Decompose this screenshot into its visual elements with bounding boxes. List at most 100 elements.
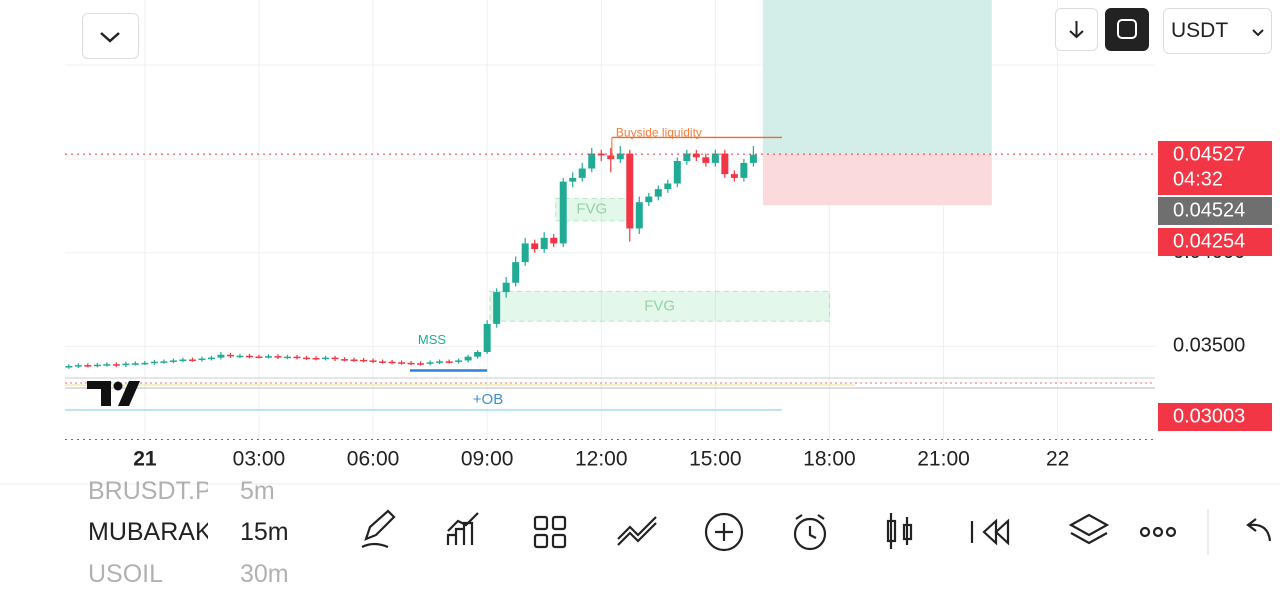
- candle-body: [550, 237, 558, 244]
- candle-body: [702, 157, 710, 163]
- candle-body: [84, 365, 92, 367]
- watchlist-row[interactable]: BRUSDT.P 5m: [88, 477, 318, 506]
- order-block-label: +OB: [473, 391, 503, 408]
- candle-body: [740, 162, 748, 178]
- candle-body: [331, 357, 339, 360]
- chevron-icon: [100, 32, 120, 43]
- stop-price-label: 0.04254: [1173, 230, 1245, 252]
- candle-body: [654, 189, 662, 197]
- fvg-label: FVG: [576, 201, 607, 218]
- tv-logo: [87, 381, 140, 406]
- candle-body: [483, 323, 491, 352]
- candle-body: [464, 356, 472, 361]
- candle-body: [673, 161, 681, 184]
- candle-body: [160, 361, 168, 363]
- candle-body: [597, 153, 605, 156]
- candle-body: [445, 361, 453, 363]
- alert-tool[interactable]: [793, 514, 827, 551]
- candle-body: [350, 359, 358, 361]
- collapse-button[interactable]: [82, 13, 139, 59]
- x-tick-label: 09:00: [461, 448, 514, 471]
- mark-price-label: 0.04524: [1173, 199, 1245, 221]
- candle-body: [540, 237, 548, 250]
- y-tick-label: 0.03500: [1173, 335, 1245, 357]
- fvg-label: FVG: [644, 297, 675, 314]
- candle-body: [398, 362, 406, 364]
- x-tick-label: 18:00: [803, 448, 856, 471]
- candle-body: [264, 356, 272, 358]
- candle-body: [245, 355, 253, 358]
- candle-body: [521, 243, 529, 263]
- candle-body: [493, 292, 501, 324]
- candle-body: [569, 177, 577, 182]
- candle-body: [379, 361, 387, 363]
- select-caret: [1252, 29, 1264, 37]
- candle-body: [226, 354, 234, 357]
- download-button[interactable]: [1055, 8, 1098, 51]
- interval: 30m: [240, 560, 289, 588]
- candle-body: [369, 360, 377, 362]
- square-icon: [1117, 19, 1137, 39]
- candle-body: [131, 363, 139, 365]
- candle-body: [531, 243, 539, 250]
- candle-body: [502, 282, 510, 293]
- candle-body: [426, 362, 434, 364]
- symbol: MUBARAKUSDT.P: [88, 518, 208, 546]
- currency-text: USDT: [1171, 19, 1229, 42]
- interval: 15m: [240, 518, 289, 546]
- candle-body: [407, 362, 415, 365]
- replay-tool[interactable]: [970, 518, 1010, 546]
- undo-tool[interactable]: [1246, 518, 1272, 542]
- target-zone: [762, 0, 992, 155]
- x-tick-label: 21:00: [917, 448, 970, 471]
- toolbar: [361, 509, 1272, 555]
- low-price-box: [1158, 403, 1272, 431]
- layouts-tool[interactable]: [533, 515, 567, 549]
- candle-body: [255, 356, 263, 358]
- candle-body: [217, 354, 225, 358]
- candle-body: [65, 366, 73, 368]
- candle-body: [179, 359, 187, 361]
- arrow-down-icon: [1069, 21, 1084, 39]
- candle-body: [322, 357, 330, 360]
- x-tick-label: 06:00: [347, 448, 400, 471]
- candle-body: [303, 357, 311, 360]
- watchlist-row[interactable]: MUBARAKUSDT.P 15m: [88, 518, 318, 547]
- fullscreen-button[interactable]: [1105, 8, 1149, 51]
- candle-body: [293, 356, 301, 359]
- last-price-box: [1158, 141, 1272, 195]
- candle-body: [607, 155, 615, 160]
- tv-logo-dot: [113, 381, 123, 391]
- candle-body: [749, 154, 757, 163]
- last-price-label: 0.04527: [1173, 143, 1245, 165]
- candle-body: [455, 360, 463, 362]
- candle-body: [664, 183, 672, 190]
- candle-body: [169, 360, 177, 362]
- candle-body: [474, 352, 482, 357]
- candle-body: [578, 168, 586, 178]
- candle-body: [93, 364, 101, 367]
- bar-style-tool[interactable]: [886, 513, 913, 549]
- add-tool[interactable]: [704, 512, 744, 552]
- stop-price-box: [1158, 228, 1272, 256]
- candle-body: [645, 196, 653, 203]
- currency-select[interactable]: USDT: [1163, 8, 1272, 54]
- candle-body: [150, 361, 158, 364]
- draw-tool[interactable]: [361, 509, 396, 549]
- candle-body: [341, 359, 349, 361]
- candle-body: [360, 359, 368, 362]
- indicators-tool[interactable]: [446, 512, 479, 545]
- x-tick-label: 15:00: [689, 448, 742, 471]
- candle-body: [207, 357, 215, 360]
- symbol: USOIL: [88, 560, 164, 588]
- candle-body: [730, 174, 738, 178]
- candle-body: [559, 181, 567, 244]
- watchlist-row[interactable]: USOIL 30m: [88, 560, 318, 589]
- liquidity-label: Buyside liquidity: [616, 126, 702, 140]
- candle-body: [122, 363, 130, 366]
- more-tool[interactable]: [1139, 526, 1177, 538]
- layers-tool[interactable]: [1068, 513, 1110, 545]
- compare-tool[interactable]: [617, 516, 657, 546]
